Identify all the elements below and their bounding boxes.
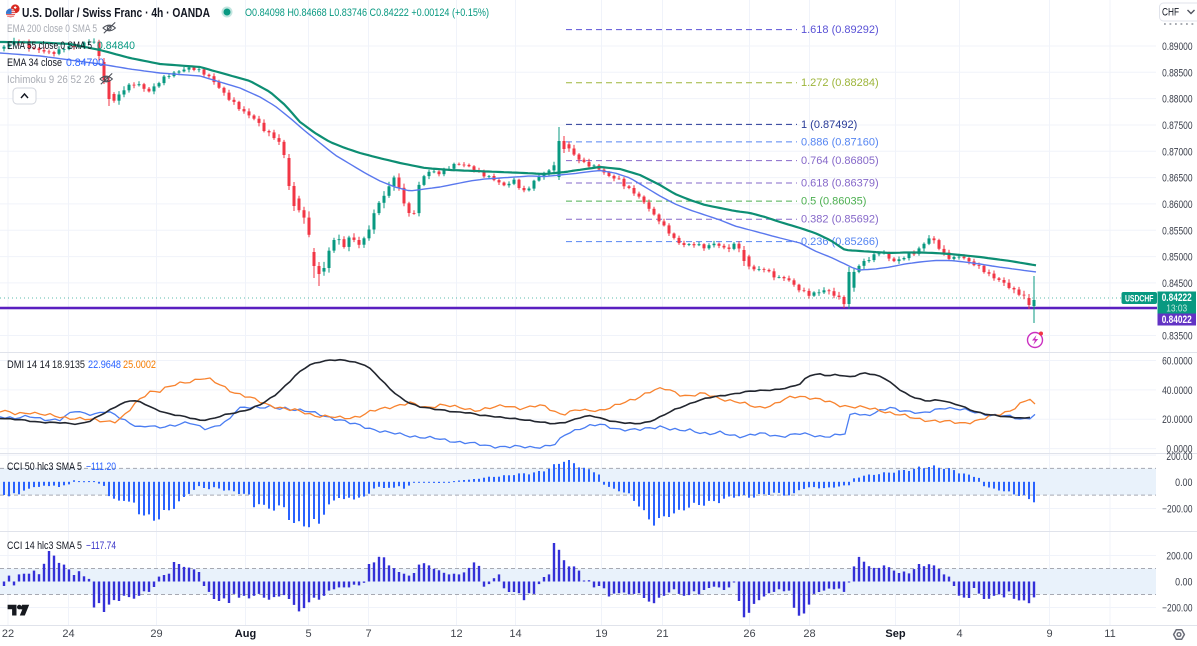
svg-text:−200.00: −200.00 (1162, 504, 1192, 516)
svg-text:0.764 (0.86805): 0.764 (0.86805) (801, 155, 879, 167)
svg-text:200.00: 200.00 (1166, 551, 1192, 563)
svg-text:0.5 (0.86035): 0.5 (0.86035) (801, 196, 866, 208)
svg-text:0.83500: 0.83500 (1162, 331, 1192, 343)
svg-text:19: 19 (595, 628, 607, 640)
svg-text:0.886 (0.87160): 0.886 (0.87160) (801, 136, 879, 148)
svg-text:24: 24 (62, 628, 74, 640)
svg-text:20.0000: 20.0000 (1162, 414, 1192, 426)
svg-text:28: 28 (803, 628, 815, 640)
svg-text:0.618 (0.86379): 0.618 (0.86379) (801, 178, 879, 190)
svg-text:0.85500: 0.85500 (1162, 225, 1192, 237)
svg-text:CCI 14 hlc3 SMA 5: CCI 14 hlc3 SMA 5 (7, 540, 82, 552)
svg-text:0.84500: 0.84500 (1162, 278, 1192, 290)
svg-text:25.0002: 25.0002 (123, 359, 156, 371)
svg-text:60.0000: 60.0000 (1162, 356, 1192, 368)
svg-text:200.00: 200.00 (1166, 451, 1192, 463)
svg-text:40.0000: 40.0000 (1162, 385, 1192, 397)
svg-text:4: 4 (956, 628, 962, 640)
svg-text:12: 12 (450, 628, 462, 640)
svg-text:0.88500: 0.88500 (1162, 67, 1192, 79)
svg-text:−111.20: −111.20 (86, 461, 116, 473)
svg-text:Sep: Sep (885, 628, 905, 640)
svg-text:EMA 55 close 0 SMA 5: EMA 55 close 0 SMA 5 (7, 40, 92, 52)
svg-text:9: 9 (1046, 628, 1052, 640)
svg-text:0.89000: 0.89000 (1162, 41, 1192, 53)
svg-text:CCI 50 hlc3 SMA 5: CCI 50 hlc3 SMA 5 (7, 461, 82, 473)
svg-text:CHF: CHF (1162, 7, 1179, 19)
svg-text:1.272 (0.88284): 1.272 (0.88284) (801, 77, 879, 89)
svg-text:EMA 34 close: EMA 34 close (7, 57, 62, 69)
svg-text:EMA 200 close 0 SMA 5: EMA 200 close 0 SMA 5 (7, 23, 97, 35)
svg-text:0.86000: 0.86000 (1162, 199, 1192, 211)
svg-text:21: 21 (656, 628, 668, 640)
svg-text:0.00: 0.00 (1175, 577, 1192, 589)
svg-text:18.9135: 18.9135 (52, 359, 85, 371)
svg-text:O0.84098 H0.84668 L0.83746 C0.: O0.84098 H0.84668 L0.83746 C0.84222 +0.0… (245, 7, 489, 19)
svg-text:USDCHF: USDCHF (1125, 293, 1154, 304)
svg-text:22.9648: 22.9648 (88, 359, 121, 371)
svg-text:29: 29 (150, 628, 162, 640)
svg-text:0.84022: 0.84022 (1162, 314, 1192, 326)
svg-text:13:03: 13:03 (1166, 303, 1187, 315)
svg-text:1.618 (0.89292): 1.618 (0.89292) (801, 24, 879, 36)
svg-text:0.85000: 0.85000 (1162, 252, 1192, 264)
svg-text:U.S. Dollar / Swiss Franc · 4h: U.S. Dollar / Swiss Franc · 4h · OANDA (22, 6, 210, 20)
svg-text:14: 14 (509, 628, 521, 640)
svg-text:11: 11 (1104, 628, 1115, 640)
svg-text:0.382 (0.85692): 0.382 (0.85692) (801, 214, 879, 226)
svg-text:0.84700: 0.84700 (66, 57, 104, 69)
svg-text:DMI 14 14: DMI 14 14 (7, 359, 50, 371)
svg-text:0.88000: 0.88000 (1162, 94, 1192, 106)
svg-text:7: 7 (365, 628, 371, 640)
svg-text:Aug: Aug (235, 628, 256, 640)
svg-text:26: 26 (743, 628, 755, 640)
svg-text:5: 5 (305, 628, 311, 640)
svg-text:0.84840: 0.84840 (97, 40, 135, 52)
svg-text:22: 22 (2, 628, 14, 640)
svg-text:0.87000: 0.87000 (1162, 146, 1192, 158)
svg-text:0.00: 0.00 (1175, 477, 1192, 489)
svg-text:0.87500: 0.87500 (1162, 120, 1192, 132)
svg-text:0.86500: 0.86500 (1162, 173, 1192, 185)
svg-text:1 (0.87492): 1 (0.87492) (801, 119, 857, 131)
svg-text:−117.74: −117.74 (86, 540, 116, 552)
svg-text:Ichimoku 9 26 52 26: Ichimoku 9 26 52 26 (7, 74, 95, 86)
svg-text:−200.00: −200.00 (1162, 603, 1192, 615)
